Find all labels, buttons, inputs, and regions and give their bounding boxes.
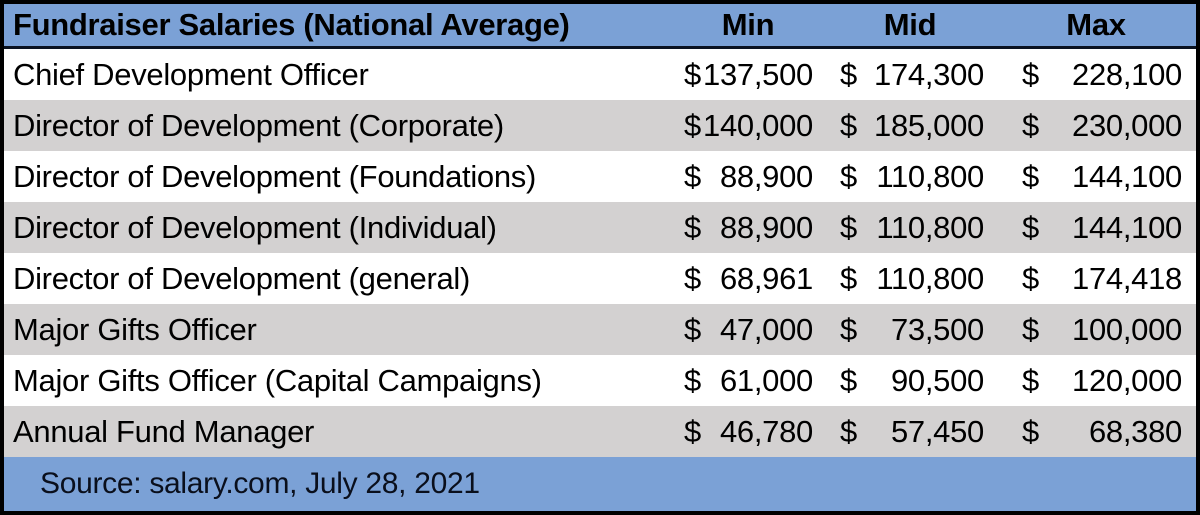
currency-symbol: $ bbox=[684, 260, 701, 296]
source-text: Source: salary.com, July 28, 2021 bbox=[40, 467, 480, 500]
currency-symbol: $ bbox=[840, 209, 857, 245]
currency-symbol: $ bbox=[840, 158, 857, 194]
max-value: 174,418 bbox=[1072, 260, 1182, 296]
min-value: 47,000 bbox=[719, 311, 813, 347]
mid-value: 110,800 bbox=[876, 260, 984, 296]
currency-symbol: $ bbox=[1022, 56, 1039, 92]
min-cell: $88,900 bbox=[672, 159, 824, 195]
max-cell: $100,000 bbox=[996, 312, 1196, 348]
table-row: Director of Development (general) $68,96… bbox=[4, 253, 1196, 304]
currency-symbol: $ bbox=[684, 413, 701, 449]
currency-symbol: $ bbox=[684, 362, 701, 398]
min-cell: $47,000 bbox=[672, 312, 824, 348]
mid-value: 90,500 bbox=[890, 362, 984, 398]
min-cell: $137,500 bbox=[672, 57, 824, 93]
source-row: Source: salary.com, July 28, 2021 bbox=[4, 457, 1196, 511]
max-cell: $230,000 bbox=[996, 108, 1196, 144]
role-cell: Director of Development (Corporate) bbox=[13, 107, 504, 143]
max-cell: $144,100 bbox=[996, 210, 1196, 246]
min-cell: $88,900 bbox=[672, 210, 824, 246]
column-header-mid: Mid bbox=[883, 7, 937, 42]
max-cell: $144,100 bbox=[996, 159, 1196, 195]
role-cell: Director of Development (Individual) bbox=[13, 209, 497, 245]
mid-cell: $110,800 bbox=[824, 159, 996, 195]
max-value: 68,380 bbox=[1088, 413, 1182, 449]
role-cell: Major Gifts Officer bbox=[13, 311, 257, 347]
max-value: 144,100 bbox=[1072, 209, 1182, 245]
mid-cell: $73,500 bbox=[824, 312, 996, 348]
table-row: Director of Development (Corporate) $140… bbox=[4, 100, 1196, 151]
max-cell: $68,380 bbox=[996, 414, 1196, 450]
currency-symbol: $ bbox=[1022, 158, 1039, 194]
mid-cell: $110,800 bbox=[824, 210, 996, 246]
mid-cell: $110,800 bbox=[824, 261, 996, 297]
table-row: Director of Development (Foundations) $8… bbox=[4, 151, 1196, 202]
min-value: 68,961 bbox=[719, 260, 813, 296]
max-value: 120,000 bbox=[1072, 362, 1182, 398]
currency-symbol: $ bbox=[840, 362, 857, 398]
min-value: 61,000 bbox=[719, 362, 813, 398]
role-cell: Director of Development (general) bbox=[13, 260, 471, 296]
min-cell: $68,961 bbox=[672, 261, 824, 297]
currency-symbol: $ bbox=[684, 56, 701, 92]
min-cell: $46,780 bbox=[672, 414, 824, 450]
max-value: 230,000 bbox=[1072, 107, 1182, 143]
table-row: Annual Fund Manager $46,780 $57,450 $68,… bbox=[4, 406, 1196, 457]
mid-value: 174,300 bbox=[874, 56, 984, 92]
currency-symbol: $ bbox=[840, 56, 857, 92]
currency-symbol: $ bbox=[1022, 362, 1039, 398]
min-cell: $140,000 bbox=[672, 108, 824, 144]
mid-cell: $57,450 bbox=[824, 414, 996, 450]
currency-symbol: $ bbox=[684, 107, 701, 143]
currency-symbol: $ bbox=[840, 260, 857, 296]
table-body: Chief Development Officer $137,500 $174,… bbox=[4, 49, 1196, 457]
table-row: Chief Development Officer $137,500 $174,… bbox=[4, 49, 1196, 100]
max-cell: $120,000 bbox=[996, 363, 1196, 399]
table-row: Major Gifts Officer $47,000 $73,500 $100… bbox=[4, 304, 1196, 355]
mid-cell: $90,500 bbox=[824, 363, 996, 399]
currency-symbol: $ bbox=[840, 107, 857, 143]
currency-symbol: $ bbox=[1022, 209, 1039, 245]
column-header-min: Min bbox=[721, 7, 775, 42]
min-value: 140,000 bbox=[703, 107, 813, 143]
mid-value: 185,000 bbox=[874, 107, 984, 143]
table-row: Major Gifts Officer (Capital Campaigns) … bbox=[4, 355, 1196, 406]
max-cell: $174,418 bbox=[996, 261, 1196, 297]
max-value: 100,000 bbox=[1072, 311, 1182, 347]
currency-symbol: $ bbox=[1022, 311, 1039, 347]
role-cell: Director of Development (Foundations) bbox=[13, 158, 537, 194]
currency-symbol: $ bbox=[840, 413, 857, 449]
min-value: 46,780 bbox=[719, 413, 813, 449]
role-cell: Annual Fund Manager bbox=[13, 413, 315, 449]
currency-symbol: $ bbox=[1022, 413, 1039, 449]
table-title: Fundraiser Salaries (National Average) bbox=[13, 7, 570, 42]
column-header-max: Max bbox=[1066, 7, 1126, 42]
max-cell: $228,100 bbox=[996, 57, 1196, 93]
currency-symbol: $ bbox=[684, 311, 701, 347]
mid-cell: $185,000 bbox=[824, 108, 996, 144]
currency-symbol: $ bbox=[684, 158, 701, 194]
mid-value: 110,800 bbox=[876, 209, 984, 245]
currency-symbol: $ bbox=[1022, 260, 1039, 296]
mid-value: 57,450 bbox=[890, 413, 984, 449]
max-value: 144,100 bbox=[1072, 158, 1182, 194]
min-cell: $61,000 bbox=[672, 363, 824, 399]
mid-cell: $174,300 bbox=[824, 57, 996, 93]
mid-value: 110,800 bbox=[876, 158, 984, 194]
table-header-row: Fundraiser Salaries (National Average) M… bbox=[4, 4, 1196, 49]
mid-value: 73,500 bbox=[890, 311, 984, 347]
min-value: 88,900 bbox=[719, 158, 813, 194]
min-value: 88,900 bbox=[719, 209, 813, 245]
role-cell: Chief Development Officer bbox=[13, 56, 369, 92]
role-cell: Major Gifts Officer (Capital Campaigns) bbox=[13, 362, 542, 398]
currency-symbol: $ bbox=[684, 209, 701, 245]
currency-symbol: $ bbox=[840, 311, 857, 347]
currency-symbol: $ bbox=[1022, 107, 1039, 143]
min-value: 137,500 bbox=[703, 56, 813, 92]
table-row: Director of Development (Individual) $88… bbox=[4, 202, 1196, 253]
max-value: 228,100 bbox=[1072, 56, 1182, 92]
